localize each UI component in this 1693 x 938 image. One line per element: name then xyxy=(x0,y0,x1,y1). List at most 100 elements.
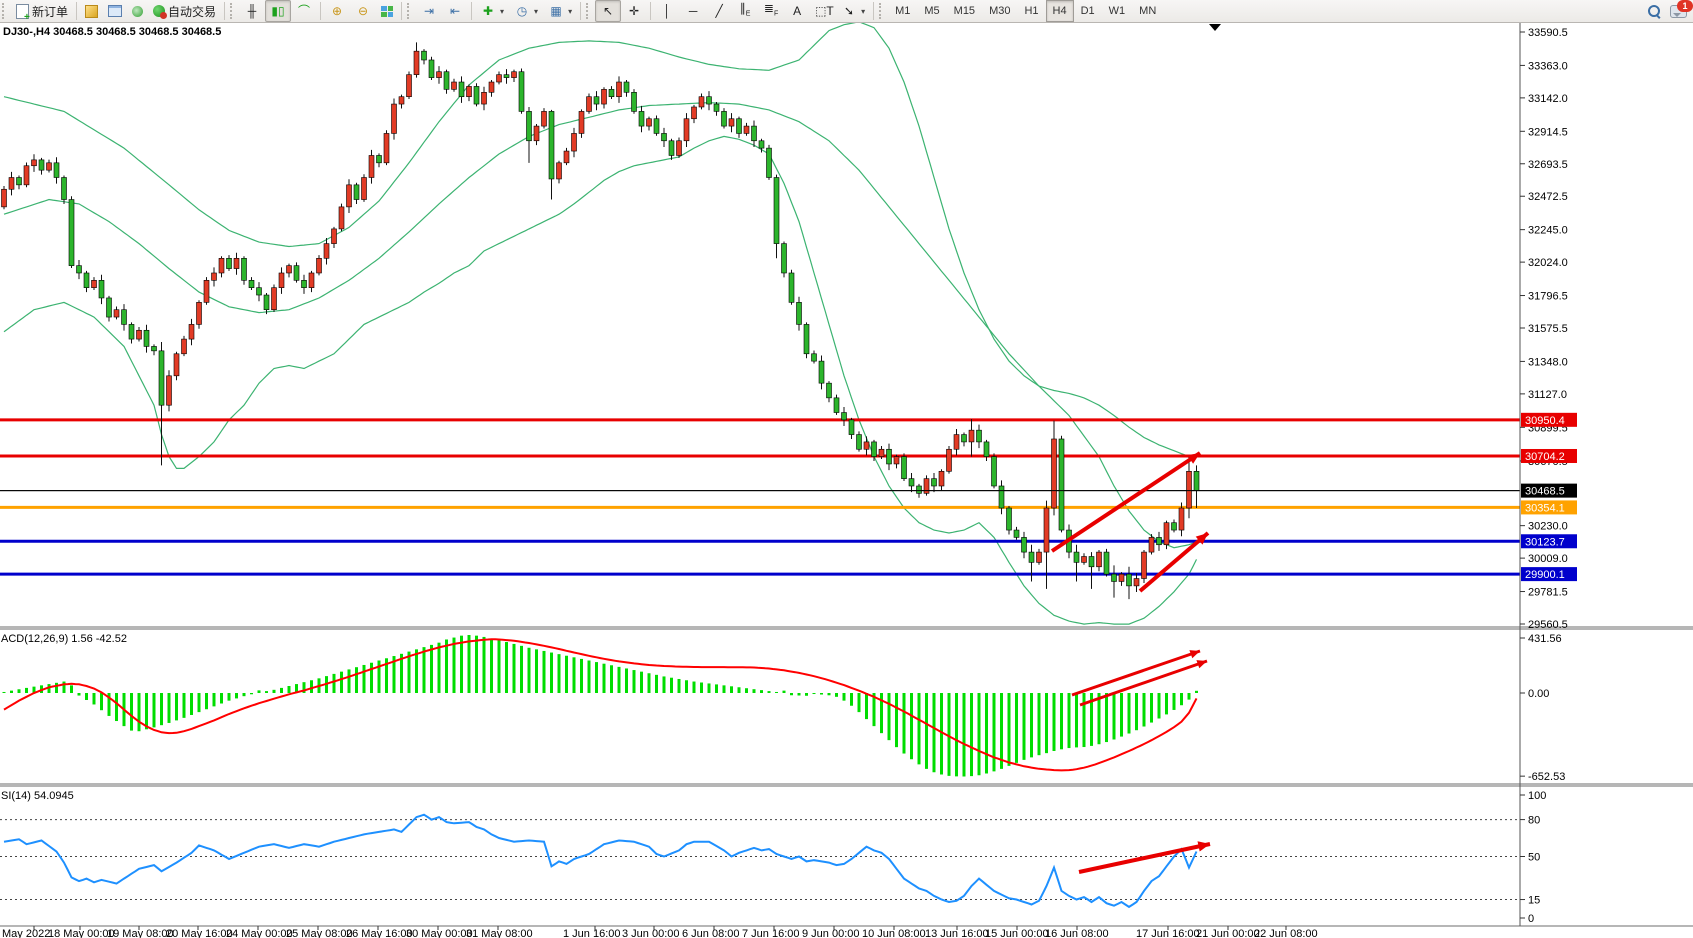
candlestick-mode-button[interactable]: ▮▯ xyxy=(265,0,292,22)
candle-up xyxy=(188,324,195,340)
templates-button[interactable]: ▦ ▾ xyxy=(543,0,577,22)
candle-up xyxy=(1043,507,1050,553)
price-chip-30354.1[interactable] xyxy=(1521,500,1577,515)
bollinger-upper-band xyxy=(3,23,1197,458)
price-chip-30950.4[interactable] xyxy=(1521,412,1577,427)
zoom-in-button[interactable]: ⊕ xyxy=(324,0,350,22)
timeframe-D1[interactable]: D1 xyxy=(1080,5,1095,17)
time-axis-label: 10 Jun 08:00 xyxy=(862,928,926,938)
arrows-tool-button[interactable]: ➘ ▾ xyxy=(836,0,870,22)
timeframe-M15[interactable]: M15 xyxy=(953,5,976,17)
vertical-line-tool-button[interactable]: │ xyxy=(654,0,680,22)
toolbar-grip[interactable] xyxy=(407,3,414,19)
candle-up xyxy=(278,272,285,288)
toolbar-grip[interactable] xyxy=(2,3,9,19)
price-axis-label: 32693.5 xyxy=(1528,159,1568,171)
zoom-out-button[interactable]: ⊖ xyxy=(350,0,376,22)
time-axis-label: 15 Jun 00:00 xyxy=(985,928,1049,938)
auto-scroll-button[interactable]: ⇥ xyxy=(416,0,442,22)
candle-up xyxy=(323,243,330,259)
candle-down xyxy=(736,118,742,134)
indicators-button[interactable]: ✚ ▾ xyxy=(475,0,509,22)
timeframe-M30[interactable]: M30 xyxy=(989,5,1011,17)
price-chip-30704.2[interactable] xyxy=(1521,448,1577,463)
time-axis-label: 22 Jun 08:00 xyxy=(1254,928,1318,938)
price-chip-30468.5[interactable] xyxy=(1521,483,1577,498)
candle-up xyxy=(541,111,547,127)
tile-windows-button[interactable] xyxy=(376,0,398,22)
timeframe-H1[interactable]: H1 xyxy=(1024,5,1039,17)
candle-up xyxy=(391,103,397,134)
chart-canvas[interactable]: 33590.5 33363.0 33142.0 32914.5 32693.5 32472… xyxy=(0,23,1693,938)
toolbar-grip[interactable] xyxy=(586,3,593,19)
rsi-axis-label: 0 xyxy=(1528,913,1534,925)
trend-arrow-macd[interactable] xyxy=(1079,659,1208,707)
trend-arrow-price[interactable] xyxy=(1050,451,1202,553)
price-chip-label: 30468.5 xyxy=(1525,486,1565,498)
timeframe-W1[interactable]: W1 xyxy=(1108,5,1126,17)
candle-up xyxy=(308,272,315,288)
channel-tool-button[interactable]: ∥E xyxy=(732,0,758,22)
price-chip-29900.1[interactable] xyxy=(1521,567,1577,582)
trend-arrow-macd-head xyxy=(1196,660,1207,669)
text-label-icon: ⬚T xyxy=(815,4,834,18)
macd-signal-line xyxy=(3,638,1198,772)
candle-down xyxy=(1028,551,1035,563)
time-axis-label: 17 Jun 16:00 xyxy=(1136,928,1200,938)
toolbar-grip[interactable] xyxy=(879,3,886,19)
chart-window[interactable]: 33590.5 33363.0 33142.0 32914.5 32693.5 32472… xyxy=(0,23,1693,938)
search-icon[interactable] xyxy=(1648,5,1661,19)
candle-down xyxy=(608,89,615,98)
timeframe-M5[interactable]: M5 xyxy=(924,5,940,17)
trendline-tool-button[interactable]: ╱ xyxy=(706,0,732,22)
candle-down xyxy=(1013,529,1020,538)
candle-up xyxy=(451,81,457,90)
candle-up xyxy=(1163,522,1170,546)
candle-down xyxy=(428,59,435,78)
chat-icon[interactable]: 1 xyxy=(1670,0,1693,18)
trend-arrow-macd[interactable] xyxy=(1071,649,1201,697)
horizontal-line-tool-button[interactable]: ─ xyxy=(680,0,706,22)
chart-shift-marker-icon[interactable] xyxy=(1209,24,1221,31)
bar-chart-mode-button[interactable]: ╫ xyxy=(239,0,265,22)
crosshair-tool-button[interactable]: ✛ xyxy=(621,0,647,22)
price-chip-label: 30354.1 xyxy=(1525,502,1565,514)
zoom-out-icon: ⊖ xyxy=(358,4,369,18)
candle-up xyxy=(683,118,690,142)
candle-down xyxy=(631,92,637,112)
time-axis-label: 9 Jun 00:00 xyxy=(802,928,860,938)
signals-button[interactable] xyxy=(127,0,148,22)
cursor-tool-button[interactable]: ↖ xyxy=(595,0,622,22)
trend-arrow-rsi[interactable] xyxy=(1078,842,1211,874)
text-tool-button[interactable]: A xyxy=(784,0,810,22)
periods-button[interactable]: ◷ ▾ xyxy=(509,0,543,22)
new-order-button[interactable]: + 新订单 xyxy=(11,0,73,22)
price-axis-label: 31575.5 xyxy=(1528,323,1568,335)
time-axis-label: 20 May 16:00 xyxy=(166,928,233,938)
line-chart-mode-button[interactable]: ⌒ xyxy=(291,0,317,22)
candle-up xyxy=(511,71,517,78)
timeframe-MN[interactable]: MN xyxy=(1139,5,1157,17)
trend-arrow-price[interactable] xyxy=(1138,531,1210,593)
candle-down xyxy=(53,162,60,178)
toolbar-grip[interactable] xyxy=(230,3,237,19)
candle-down xyxy=(1058,438,1065,531)
timeframe-M1[interactable]: M1 xyxy=(895,5,911,17)
chart-shift-button[interactable]: ⇤ xyxy=(442,0,468,22)
candle-down xyxy=(998,485,1005,509)
candle-up xyxy=(166,375,172,406)
auto-trading-icon xyxy=(153,5,168,19)
price-chip-30123.7[interactable] xyxy=(1521,534,1577,549)
market-watch-button[interactable] xyxy=(103,0,127,22)
timeframe-H4[interactable]: H4 xyxy=(1045,0,1074,22)
rsi-axis-label: 15 xyxy=(1528,895,1540,907)
time-axis-label: 21 Jun 00:00 xyxy=(1196,928,1260,938)
candle-up xyxy=(31,159,37,167)
fibonacci-tool-button[interactable]: ≣F xyxy=(758,0,784,22)
dropdown-caret-icon: ▾ xyxy=(861,6,866,16)
rsi-axis-label: 80 xyxy=(1528,815,1540,827)
metaeditor-button[interactable] xyxy=(80,0,103,22)
text-label-tool-button[interactable]: ⬚T xyxy=(810,0,836,22)
auto-trading-button[interactable]: 自动交易 xyxy=(148,0,221,22)
candle-up xyxy=(1141,551,1147,579)
